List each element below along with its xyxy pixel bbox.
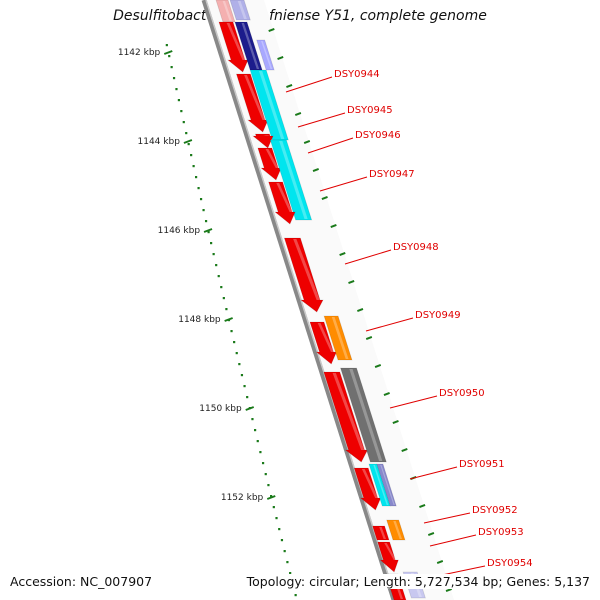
scale-dot: [197, 187, 199, 189]
scale-dot: [168, 55, 170, 57]
scale-major-tick: [246, 407, 254, 410]
gene-label-leader: [286, 77, 332, 92]
scale-dot: [180, 110, 182, 112]
scale-dot: [284, 550, 286, 552]
scale-dot: [286, 561, 288, 563]
scale-dot: [241, 374, 243, 376]
scale-dot: [254, 429, 256, 431]
scale-dot: [281, 539, 283, 541]
scale-dot: [173, 77, 175, 79]
gene-label-leader: [320, 177, 367, 191]
scale-dot: [193, 165, 195, 167]
scale-dot: [278, 528, 280, 530]
gene-label-leader: [410, 467, 457, 479]
track-background: [202, 0, 454, 600]
scale-label: 1142 kbp: [118, 48, 161, 58]
scale-dot: [230, 330, 232, 332]
scale-label: 1146 kbp: [158, 226, 201, 236]
gene-label-dsy0953[interactable]: DSY0953: [478, 527, 524, 538]
scale-dot: [236, 352, 238, 354]
scale-dot: [210, 242, 212, 244]
gene-label-leader: [308, 138, 353, 153]
accession-text: Accession: NC_007907: [10, 574, 152, 589]
scale-label: 1150 kbp: [199, 404, 242, 414]
scale-dot: [243, 385, 245, 387]
scale-major-tick: [184, 140, 192, 143]
scale-dot: [185, 132, 187, 134]
gene-label-leader: [390, 396, 437, 408]
scale-dot: [188, 143, 190, 145]
scale-major-tick: [267, 496, 275, 499]
scale-dot: [273, 506, 275, 508]
scale-major-tick: [204, 229, 212, 232]
gene-label-leader: [430, 535, 476, 546]
scale-dot: [223, 297, 225, 299]
scale-dot: [238, 363, 240, 365]
gene-label-leader: [298, 113, 345, 127]
scale-dot: [175, 88, 177, 90]
gene-label-dsy0944[interactable]: DSY0944: [334, 69, 380, 80]
scale-dot: [166, 44, 168, 46]
scale-dot: [251, 418, 253, 420]
scale-dot: [200, 198, 202, 200]
gene-label-dsy0952[interactable]: DSY0952: [472, 505, 518, 516]
scale-dot: [267, 484, 269, 486]
scale-dot: [215, 264, 217, 266]
scale-dot: [190, 154, 192, 156]
scale-dot: [257, 440, 259, 442]
scale-label: 1152 kbp: [221, 493, 264, 503]
scale-dot: [195, 176, 197, 178]
scale-dot: [262, 462, 264, 464]
scale-dot: [202, 209, 204, 211]
gene-label-dsy0951[interactable]: DSY0951: [459, 459, 505, 470]
genome-backbone: [204, 0, 394, 600]
gene-label-dsy0947[interactable]: DSY0947: [369, 169, 415, 180]
scale-major-tick: [164, 51, 172, 54]
scale-dot: [225, 308, 227, 310]
gene-label-dsy0945[interactable]: DSY0945: [347, 105, 393, 116]
scale-dot: [171, 66, 173, 68]
scale-dot: [205, 220, 207, 222]
scale-dot: [265, 473, 267, 475]
scale-label: 1144 kbp: [138, 137, 181, 147]
gene-label-dsy0948[interactable]: DSY0948: [393, 242, 439, 253]
scale-dot: [218, 275, 220, 277]
gene-label-dsy0950[interactable]: DSY0950: [439, 388, 485, 399]
scale-major-tick: [225, 318, 233, 321]
genome-summary: Topology: circular; Length: 5,727,534 bp…: [247, 574, 590, 589]
scale-label: 1148 kbp: [178, 315, 221, 325]
scale-dot: [220, 286, 222, 288]
gene-label-leader: [366, 318, 413, 331]
scale-dot: [275, 517, 277, 519]
scale-dot: [246, 396, 248, 398]
gene-label-dsy0954[interactable]: DSY0954: [487, 558, 533, 569]
gene-label-dsy0946[interactable]: DSY0946: [355, 130, 401, 141]
scale-dot: [233, 341, 235, 343]
scale-dot: [178, 99, 180, 101]
gene-label-dsy0949[interactable]: DSY0949: [415, 310, 461, 321]
gene-label-leader: [424, 513, 470, 523]
scale-dot: [295, 594, 297, 596]
scale-dot: [183, 121, 185, 123]
scale-dot: [213, 253, 215, 255]
gene-label-leader: [345, 250, 391, 264]
scale-dot: [259, 451, 261, 453]
